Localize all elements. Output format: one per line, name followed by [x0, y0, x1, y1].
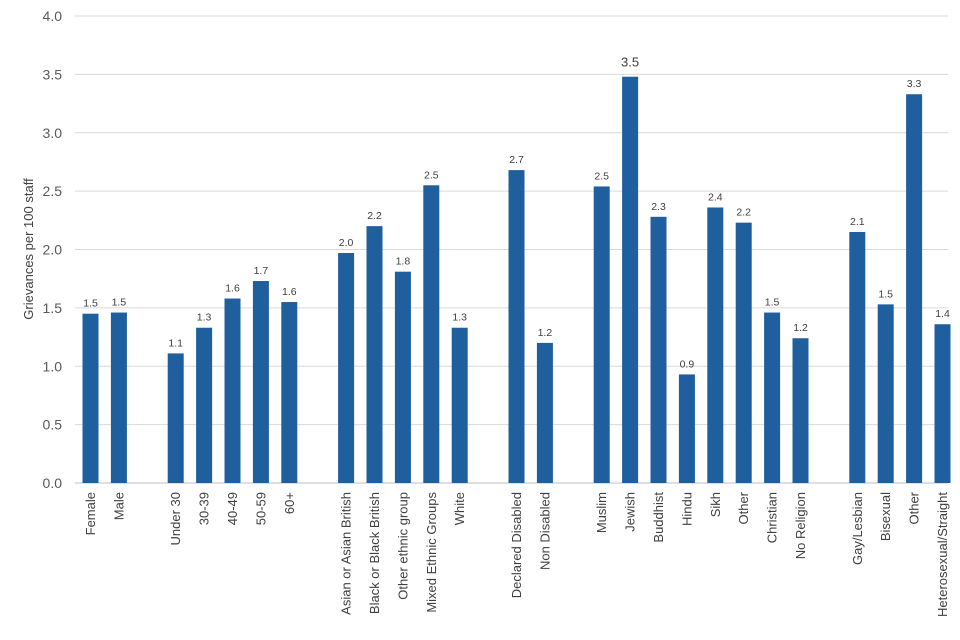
bar [451, 327, 468, 483]
data-label: 1.1 [168, 337, 183, 349]
bar [934, 324, 951, 483]
x-category-label: Muslim [594, 492, 609, 533]
y-axis-title: Grievances per 100 staff [21, 178, 36, 320]
bar [678, 374, 695, 483]
bar [906, 94, 923, 483]
y-tick-label: 3.5 [43, 66, 63, 82]
data-label: 2.2 [367, 210, 382, 222]
y-axis-ticks: 0.0 0.5 1.0 1.5 2.0 2.5 3.0 3.5 4.0 [43, 8, 63, 491]
x-category-label: 60+ [282, 492, 297, 514]
data-label: 0.9 [680, 358, 695, 370]
x-category-label: Mixed Ethnic Groups [424, 492, 439, 613]
y-tick-label: 2.5 [43, 183, 63, 199]
x-category-label: Heterosexual/Straight [935, 492, 950, 617]
bar [224, 298, 241, 483]
y-tick-label: 0.5 [43, 417, 63, 433]
bar [366, 226, 383, 483]
y-tick-label: 3.0 [43, 125, 63, 141]
x-category-label: No Religion [793, 492, 808, 559]
x-category-label: White [452, 492, 467, 525]
bar [167, 353, 184, 483]
x-category-label: Declared Disabled [509, 492, 524, 598]
data-label: 2.2 [736, 207, 751, 219]
x-category-label: 30-39 [197, 492, 212, 525]
data-label: 1.6 [225, 283, 240, 295]
x-category-label: Other [907, 491, 922, 524]
data-label: 1.5 [112, 297, 127, 309]
bar [82, 313, 99, 483]
bar [593, 186, 610, 483]
x-category-label: Hindu [679, 492, 694, 526]
data-label: 2.3 [651, 201, 666, 213]
data-label: 1.5 [83, 298, 98, 310]
y-tick-label: 4.0 [43, 8, 63, 24]
data-label: 3.5 [621, 55, 639, 70]
x-category-label: Male [111, 492, 126, 520]
data-label: 1.4 [935, 308, 950, 320]
x-category-label: 50-59 [253, 492, 268, 525]
data-label: 1.2 [793, 322, 808, 334]
y-tick-label: 0.0 [43, 475, 63, 491]
data-label: 1.5 [878, 288, 893, 300]
bar [792, 338, 809, 483]
x-category-label: Christian [765, 492, 780, 543]
x-category-label: Asian or Asian British [339, 492, 354, 615]
bar [196, 327, 213, 483]
data-labels: 1.5 1.5 1.1 1.3 1.6 1.7 1.6 2.0 2.2 1.8 2.5 1.3 2.7 1… [83, 55, 950, 371]
bar [508, 170, 525, 484]
data-label: 1.7 [254, 265, 269, 277]
data-label: 1.3 [197, 312, 212, 324]
data-label: 2.1 [850, 216, 865, 228]
data-label: 2.7 [509, 154, 524, 166]
bar [622, 76, 639, 484]
x-category-label: Gay/Lesbian [850, 492, 865, 565]
data-label: 1.8 [396, 256, 411, 268]
x-category-label: Other ethnic group [395, 492, 410, 600]
data-label: 2.5 [424, 169, 439, 181]
bar [735, 222, 752, 483]
y-tick-label: 1.0 [43, 358, 63, 374]
data-label: 2.0 [339, 237, 354, 249]
bars [82, 76, 951, 484]
y-tick-label: 1.5 [43, 300, 63, 316]
bar [252, 281, 269, 483]
x-category-label: Other [736, 491, 751, 524]
x-category-label: Sikh [708, 492, 723, 517]
data-label: 1.6 [282, 286, 297, 298]
x-category-label: 40-49 [225, 492, 240, 525]
data-label: 1.5 [765, 297, 780, 309]
bar [650, 216, 667, 483]
bar [849, 231, 866, 483]
x-category-label: Buddhist [651, 492, 666, 543]
y-tick-label: 2.0 [43, 242, 63, 258]
data-label: 2.5 [594, 170, 609, 182]
bar [394, 271, 411, 483]
x-category-label: Female [83, 492, 98, 535]
bar [281, 302, 298, 483]
data-label: 1.3 [452, 312, 467, 324]
x-category-label: Non Disabled [537, 492, 552, 570]
data-label: 3.3 [907, 78, 922, 90]
x-category-label: Bisexual [878, 492, 893, 541]
x-axis-categories: Female Male Under 30 30-39 40-49 50-59 60+ Asia… [83, 491, 950, 617]
x-category-label: Black or Black British [367, 492, 382, 614]
x-category-label: Jewish [623, 492, 638, 532]
bar [764, 312, 781, 483]
x-category-label: Under 30 [168, 492, 183, 545]
bar [338, 253, 355, 483]
bar [707, 207, 724, 483]
bar [536, 342, 553, 483]
bar [110, 312, 127, 483]
bar [423, 185, 440, 483]
data-label: 2.4 [708, 191, 723, 203]
data-label: 1.2 [538, 327, 553, 339]
bar [877, 304, 894, 483]
